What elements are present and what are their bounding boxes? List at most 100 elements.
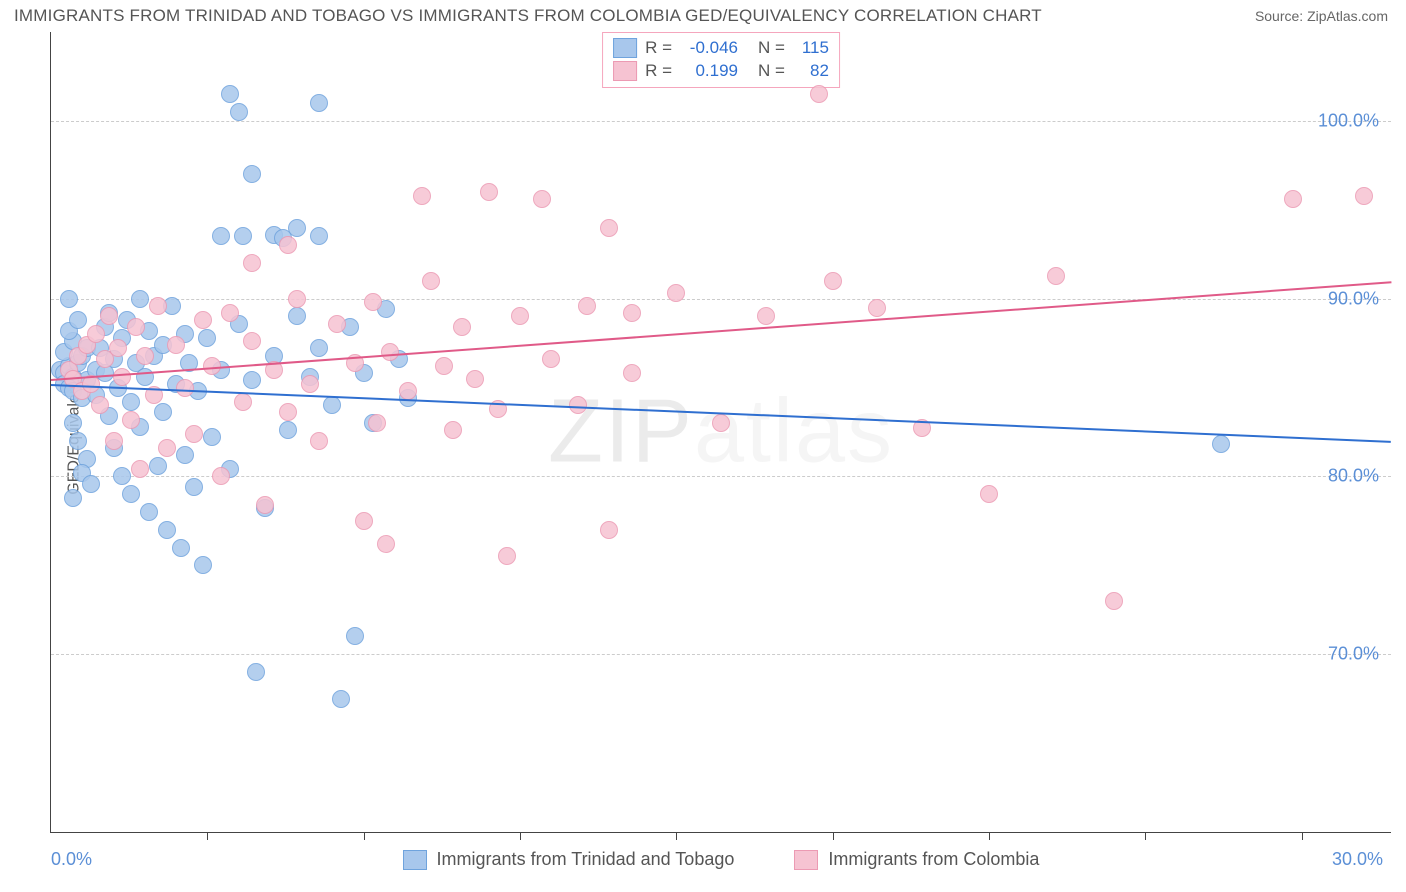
data-point (323, 396, 341, 414)
data-point (256, 496, 274, 514)
legend-item: Immigrants from Colombia (794, 849, 1039, 870)
data-point (578, 297, 596, 315)
data-point (310, 339, 328, 357)
data-point (346, 627, 364, 645)
gridline-h (51, 121, 1391, 122)
data-point (167, 336, 185, 354)
data-point (413, 187, 431, 205)
data-point (91, 396, 109, 414)
data-point (542, 350, 560, 368)
data-point (149, 297, 167, 315)
data-point (140, 503, 158, 521)
data-point (1284, 190, 1302, 208)
data-point (113, 368, 131, 386)
legend-swatch (794, 850, 818, 870)
data-point (1212, 435, 1230, 453)
y-tick-label: 80.0% (1328, 466, 1379, 487)
data-point (234, 227, 252, 245)
x-tick (520, 832, 521, 840)
data-point (194, 311, 212, 329)
data-point (87, 325, 105, 343)
data-point (113, 467, 131, 485)
data-point (279, 236, 297, 254)
data-point (136, 368, 154, 386)
data-point (600, 521, 618, 539)
data-point (100, 307, 118, 325)
legend-stat-row: R =0.199N =82 (613, 60, 829, 83)
data-point (109, 339, 127, 357)
data-point (288, 290, 306, 308)
data-point (131, 460, 149, 478)
x-tick (833, 832, 834, 840)
data-point (122, 393, 140, 411)
data-point (122, 411, 140, 429)
data-point (435, 357, 453, 375)
data-point (667, 284, 685, 302)
data-point (1047, 267, 1065, 285)
data-point (122, 485, 140, 503)
x-axis-label: 30.0% (1332, 849, 1383, 870)
data-point (368, 414, 386, 432)
data-point (194, 556, 212, 574)
data-point (185, 478, 203, 496)
data-point (399, 382, 417, 400)
trend-line (51, 281, 1391, 381)
data-point (422, 272, 440, 290)
data-point (64, 414, 82, 432)
data-point (377, 535, 395, 553)
data-point (310, 94, 328, 112)
data-point (176, 446, 194, 464)
data-point (185, 425, 203, 443)
legend-label: Immigrants from Trinidad and Tobago (437, 849, 735, 870)
x-axis-label: 0.0% (51, 849, 92, 870)
data-point (466, 370, 484, 388)
data-point (158, 521, 176, 539)
data-point (444, 421, 462, 439)
data-point (623, 364, 641, 382)
y-tick-label: 70.0% (1328, 644, 1379, 665)
data-point (243, 165, 261, 183)
data-point (247, 663, 265, 681)
data-point (127, 318, 145, 336)
data-point (810, 85, 828, 103)
chart-title: IMMIGRANTS FROM TRINIDAD AND TOBAGO VS I… (14, 6, 1042, 26)
data-point (221, 85, 239, 103)
data-point (158, 439, 176, 457)
x-tick (1145, 832, 1146, 840)
data-point (364, 293, 382, 311)
data-point (288, 219, 306, 237)
data-point (980, 485, 998, 503)
data-point (533, 190, 551, 208)
data-point (212, 227, 230, 245)
data-point (328, 315, 346, 333)
data-point (310, 227, 328, 245)
data-point (64, 489, 82, 507)
data-point (69, 432, 87, 450)
chart-container: GED/Equivalency ZIPatlas R =-0.046N =115… (34, 32, 1392, 832)
data-point (712, 414, 730, 432)
y-tick-label: 90.0% (1328, 288, 1379, 309)
y-tick-label: 100.0% (1318, 110, 1379, 131)
data-point (824, 272, 842, 290)
data-point (1355, 187, 1373, 205)
data-point (149, 457, 167, 475)
data-point (310, 432, 328, 450)
data-point (82, 475, 100, 493)
data-point (105, 432, 123, 450)
x-tick (364, 832, 365, 840)
data-point (301, 375, 319, 393)
data-point (243, 371, 261, 389)
data-point (498, 547, 516, 565)
data-point (154, 403, 172, 421)
x-tick (989, 832, 990, 840)
data-point (136, 347, 154, 365)
data-point (230, 103, 248, 121)
legend-stats: R =-0.046N =115R =0.199N =82 (602, 32, 840, 88)
data-point (198, 329, 216, 347)
plot-area: ZIPatlas R =-0.046N =115R =0.199N =82 Im… (50, 32, 1391, 833)
data-point (279, 403, 297, 421)
data-point (212, 467, 230, 485)
data-point (234, 393, 252, 411)
data-point (243, 332, 261, 350)
data-point (131, 290, 149, 308)
